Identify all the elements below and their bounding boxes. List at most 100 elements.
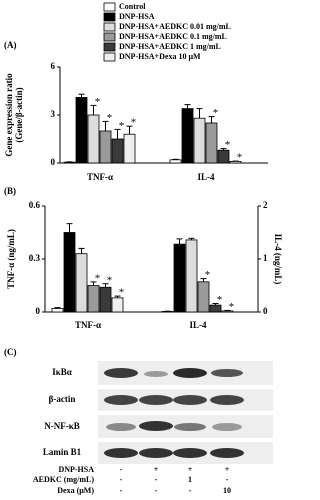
condition-cell: 1 <box>188 475 192 484</box>
y-tick-label: 0.3 <box>29 253 41 263</box>
significance-mark: * <box>213 107 219 119</box>
band <box>139 448 173 458</box>
panel-label: (B) <box>4 186 16 196</box>
x-tick-label: TNF-α <box>75 320 101 330</box>
legend-swatch <box>103 52 116 62</box>
significance-mark: * <box>217 294 223 306</box>
blot-row-label: N-NF-κB <box>44 421 80 431</box>
bar <box>221 310 234 313</box>
band <box>104 368 138 378</box>
condition-cell: - <box>120 465 123 474</box>
condition-cell: - <box>155 486 158 495</box>
bar <box>99 130 112 164</box>
bar <box>173 243 186 313</box>
condition-cell: + <box>188 465 193 474</box>
significance-mark: * <box>95 96 101 108</box>
y-axis-label: TNF-α (ng/mL) <box>6 229 16 289</box>
y-tick-label: 0.6 <box>29 200 41 210</box>
significance-mark: * <box>237 152 243 164</box>
bar <box>181 108 194 164</box>
y-tick-label: 0 <box>51 157 56 167</box>
legend-label: DNP-HSA+AEDKC 1 mg/mL <box>119 42 221 51</box>
blot-row-label: Lamin B1 <box>43 447 82 457</box>
band <box>174 423 206 431</box>
bar <box>161 311 174 313</box>
band <box>144 371 168 377</box>
x-tick-label: IL-4 <box>197 172 215 182</box>
bar <box>229 160 242 164</box>
condition-cell: - <box>120 475 123 484</box>
y2-tick-label: 1 <box>263 253 268 263</box>
y2-axis-label: IL-4 (ng/mL) <box>273 234 283 285</box>
legend-swatch <box>103 32 116 42</box>
y-axis-label: (Gene/β-actin) <box>14 87 24 142</box>
y-tick-label: 6 <box>51 61 56 71</box>
bar <box>209 304 222 313</box>
band <box>173 395 207 405</box>
significance-mark: * <box>107 112 113 124</box>
bar <box>197 281 210 313</box>
condition-label: DNP-HSA <box>58 465 94 474</box>
significance-mark: * <box>229 301 235 313</box>
condition-cell: - <box>189 486 192 495</box>
significance-mark: * <box>95 272 101 284</box>
condition-cell: - <box>226 475 229 484</box>
blot-row-label: β-actin <box>49 394 76 404</box>
y-tick-label: 3 <box>51 109 56 119</box>
bar <box>217 149 230 164</box>
legend-label: DNP-HSA+AEDKC 0.1 mg/mL <box>119 32 227 41</box>
condition-cell: + <box>225 465 230 474</box>
y2-tick-label: 0 <box>263 306 268 316</box>
bar <box>185 239 198 313</box>
bar <box>63 161 76 164</box>
x-tick-label: IL-4 <box>189 320 207 330</box>
y-tick-label: 0 <box>36 306 41 316</box>
band <box>104 448 138 458</box>
legend-label: Control <box>119 2 146 11</box>
bar <box>99 286 112 313</box>
condition-label: AEDKC (mg/mL) <box>33 475 94 484</box>
significance-mark: * <box>205 269 211 281</box>
band <box>139 421 173 431</box>
legend-label: DNP-HSA+AEDKC 0.01 mg/mL <box>119 22 231 31</box>
condition-cell: + <box>154 465 159 474</box>
band <box>211 369 243 377</box>
panel-label: (C) <box>4 347 17 357</box>
band <box>210 395 244 405</box>
panel-label: (A) <box>4 40 17 50</box>
bar <box>51 308 64 313</box>
bar <box>87 285 100 313</box>
condition-cell: 10 <box>223 486 231 495</box>
band <box>212 423 242 431</box>
bar <box>75 97 88 164</box>
legend-swatch <box>103 22 116 32</box>
bar <box>123 133 136 164</box>
significance-mark: * <box>225 139 231 151</box>
legend-label: DNP-HSA+Dexa 10 μM <box>119 52 201 61</box>
legend-label: DNP-HSA <box>119 12 155 21</box>
legend-swatch <box>103 12 116 22</box>
bar <box>75 253 88 313</box>
y-axis-label: Gene expression ratio <box>4 73 14 157</box>
band <box>173 368 207 378</box>
blot-bands <box>98 361 273 464</box>
significance-mark: * <box>119 120 125 132</box>
y2-tick-label: 2 <box>263 200 268 210</box>
blot-row-label: IκBα <box>52 367 72 377</box>
band <box>106 423 136 431</box>
band <box>104 395 138 405</box>
significance-mark: * <box>119 287 125 299</box>
significance-mark: * <box>131 117 137 129</box>
bar <box>111 138 124 164</box>
legend-swatch <box>103 42 116 52</box>
bar <box>169 159 182 164</box>
band <box>139 395 173 405</box>
condition-label: Dexa (μM) <box>57 486 94 495</box>
bar <box>111 297 124 313</box>
condition-cell: - <box>155 475 158 484</box>
legend-swatch <box>103 2 116 12</box>
bar <box>63 232 76 313</box>
bar <box>193 117 206 164</box>
x-tick-label: TNF-α <box>87 172 113 182</box>
